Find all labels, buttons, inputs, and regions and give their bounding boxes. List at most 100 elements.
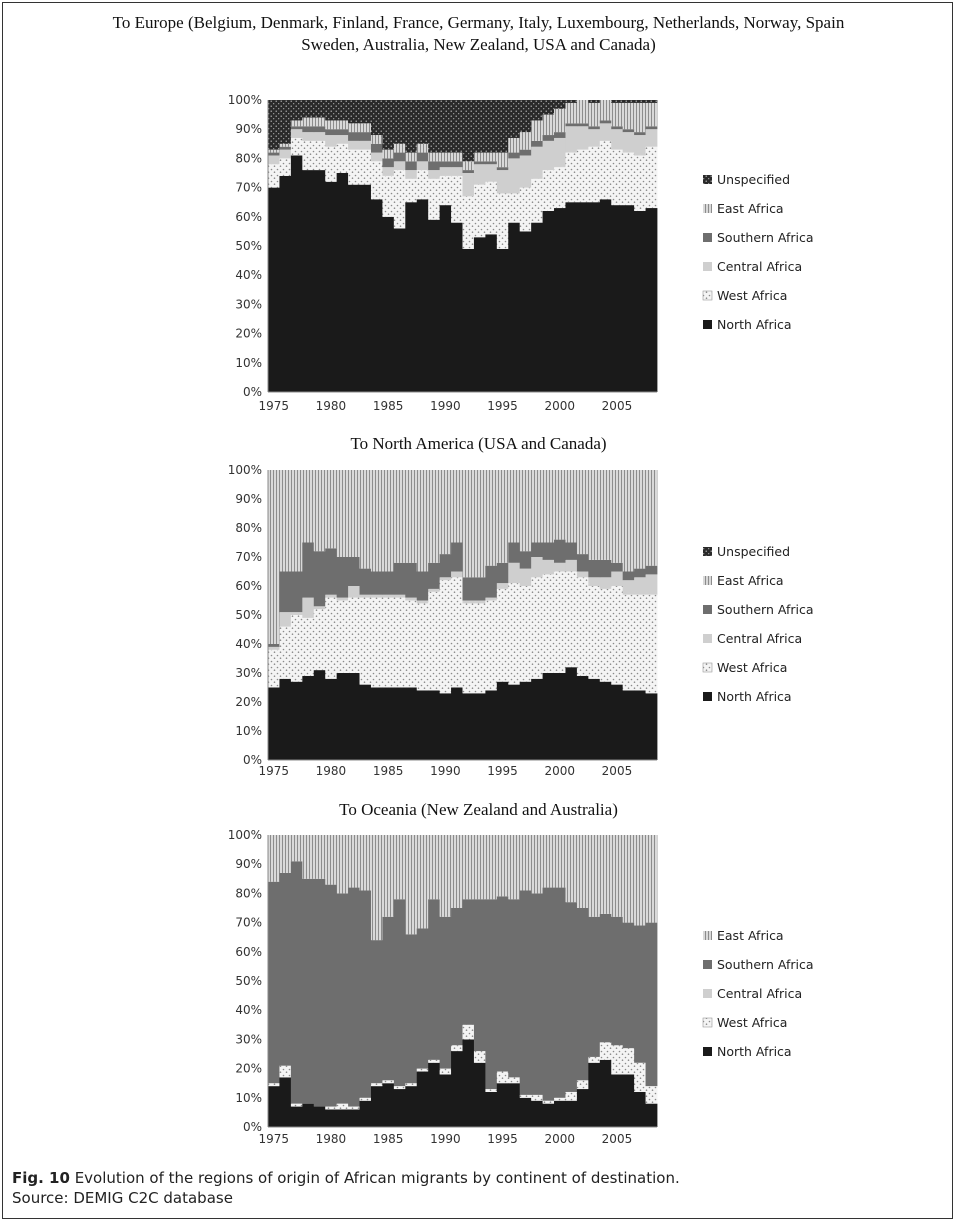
area-segment-southern xyxy=(336,893,349,1104)
area-segment-east xyxy=(313,117,326,127)
area-segment-southern xyxy=(348,132,360,141)
area-segment-southern xyxy=(554,539,566,563)
area-segment-central xyxy=(588,129,601,147)
area-segment-east xyxy=(279,470,292,572)
area-segment-central xyxy=(336,135,349,144)
area-segment-west xyxy=(348,1106,360,1110)
chart-0: 0% 10% 20% 30% 40% 50% 60% 70% 80% 90% 100% 1975 198… xyxy=(228,93,814,413)
area-segment-east xyxy=(622,835,635,923)
area-segment-west xyxy=(405,178,418,203)
x-tick-label: 1995 xyxy=(487,764,518,778)
area-segment-central xyxy=(359,594,372,598)
area-segment-southern xyxy=(302,878,315,1104)
area-segment-north xyxy=(336,173,349,392)
area-segment-north xyxy=(531,1100,543,1127)
area-segment-north xyxy=(508,684,521,760)
area-segment-north xyxy=(451,222,463,392)
legend-1: Unspecified East Africa Southern Africa Cen… xyxy=(702,544,813,704)
area-segment-east xyxy=(268,835,280,882)
area-segment-unspec xyxy=(290,100,303,121)
area-segment-southern xyxy=(611,126,624,130)
area-segment-north xyxy=(451,687,463,760)
area-segment-west xyxy=(393,597,406,688)
x-tick-label: 2005 xyxy=(602,764,633,778)
area-segment-southern xyxy=(325,884,338,1107)
area-segment-east xyxy=(348,123,360,133)
area-segment-west xyxy=(439,1068,452,1075)
area-segment-central xyxy=(485,164,498,182)
area-segment-east xyxy=(370,835,383,941)
area-segment-east xyxy=(485,152,498,162)
area-segment-east xyxy=(405,152,418,162)
area-segment-east xyxy=(268,149,280,153)
area-segment-east xyxy=(336,120,349,130)
area-segment-north xyxy=(611,205,624,392)
area-segment-southern xyxy=(622,922,635,1049)
area-segment-west xyxy=(393,170,406,229)
area-segment-north xyxy=(531,678,543,760)
legend-swatch-unspec xyxy=(703,547,712,556)
area-segment-east xyxy=(611,102,624,127)
area-segment-west xyxy=(416,170,429,200)
figure-title: To Europe (Belgium, Denmark, Finland, Fr… xyxy=(0,12,957,56)
area-segment-southern xyxy=(439,161,452,168)
legend-label: Central Africa xyxy=(717,631,802,646)
area-segment-east xyxy=(405,470,418,563)
area-segment-southern xyxy=(382,916,395,1081)
area-segment-north xyxy=(496,681,509,760)
area-segment-west xyxy=(588,146,601,203)
area-segment-north xyxy=(645,1103,658,1127)
area-segment-central xyxy=(611,129,624,150)
area-segment-southern xyxy=(634,925,646,1063)
area-segment-east xyxy=(519,132,532,150)
area-segment-unspec xyxy=(462,100,475,162)
area-segment-north xyxy=(519,231,532,392)
area-segment-east xyxy=(531,470,543,543)
chart-title-oceania: To Oceania (New Zealand and Australia) xyxy=(339,800,618,819)
area-segment-north xyxy=(496,248,509,392)
x-tick-label: 1985 xyxy=(373,764,404,778)
area-segment-southern xyxy=(313,878,326,1107)
y-tick-label: 10% xyxy=(235,1091,262,1105)
y-tick-label: 60% xyxy=(235,579,262,593)
area-segment-east xyxy=(588,470,601,560)
area-segment-east xyxy=(462,470,475,578)
area-segment-unspec xyxy=(496,100,509,153)
area-segment-southern xyxy=(370,143,383,153)
area-segment-north xyxy=(622,205,635,392)
y-tick-label: 70% xyxy=(235,550,262,564)
area-segment-southern xyxy=(370,571,383,595)
area-segment-west xyxy=(473,603,486,694)
area-segment-unspec xyxy=(439,100,452,153)
area-segment-central xyxy=(325,135,338,147)
area-segment-southern xyxy=(519,890,532,1095)
area-segment-southern xyxy=(336,129,349,136)
area-segment-east xyxy=(302,470,315,543)
area-segment-east xyxy=(325,470,338,549)
area-segment-east xyxy=(382,470,395,572)
area-segment-southern xyxy=(599,120,612,124)
area-segment-east xyxy=(554,470,566,540)
area-segment-west xyxy=(508,193,521,223)
chart-title-north-america: To North America (USA and Canada) xyxy=(350,434,607,453)
legend-label: Southern Africa xyxy=(717,602,813,617)
area-segment-southern xyxy=(508,152,521,159)
y-tick-label: 50% xyxy=(235,974,262,988)
area-segment-central xyxy=(462,600,475,604)
area-segment-north xyxy=(313,170,326,392)
area-segment-southern xyxy=(313,126,326,133)
area-segment-west xyxy=(268,164,280,188)
area-segment-central xyxy=(416,161,429,171)
area-segment-north xyxy=(485,690,498,760)
area-segment-east xyxy=(290,120,303,127)
area-segment-north xyxy=(439,205,452,392)
area-segment-east xyxy=(405,835,418,935)
area-segment-north xyxy=(565,1100,578,1127)
y-tick-label: 80% xyxy=(235,886,262,900)
area-segment-east xyxy=(451,470,463,543)
y-tick-label: 40% xyxy=(235,637,262,651)
area-segment-north xyxy=(428,219,441,392)
area-segment-east xyxy=(439,470,452,555)
area-segment-north xyxy=(645,208,658,392)
area-segment-north xyxy=(576,1089,589,1127)
